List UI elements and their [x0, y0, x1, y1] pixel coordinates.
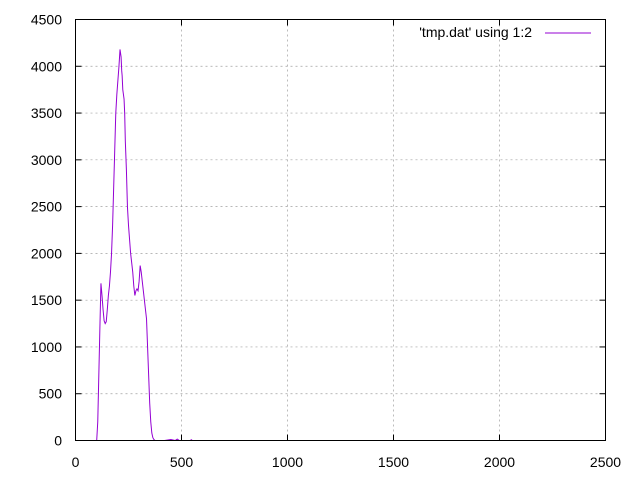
x-tick-label: 2000	[484, 454, 515, 470]
y-tick-label: 0	[54, 433, 62, 449]
series-line	[96, 49, 193, 442]
legend-label: 'tmp.dat' using 1:2	[419, 24, 532, 40]
x-tick-label: 0	[72, 454, 80, 470]
y-tick-label: 500	[39, 386, 63, 402]
y-tick-label: 1000	[31, 339, 62, 355]
y-tick-label: 2500	[31, 199, 62, 215]
y-tick-label: 2000	[31, 245, 62, 261]
y-tick-label: 4000	[31, 58, 62, 74]
plot-frame	[75, 19, 606, 441]
y-tick-label: 3000	[31, 152, 62, 168]
y-axis: 0 500 1000 1500 2000 2500 3000 3500 4000 4500	[31, 12, 606, 449]
x-axis: 0 500 1000 1500 2000 2500	[72, 19, 621, 470]
grid-lines	[75, 19, 606, 441]
y-tick-label: 4500	[31, 12, 62, 28]
legend: 'tmp.dat' using 1:2	[419, 24, 591, 40]
x-tick-label: 1500	[378, 454, 409, 470]
x-tick-label: 1000	[272, 454, 303, 470]
y-tick-label: 3500	[31, 105, 62, 121]
x-tick-label: 500	[170, 454, 194, 470]
y-tick-label: 1500	[31, 292, 62, 308]
x-tick-label: 2500	[590, 454, 621, 470]
series-layer	[96, 49, 193, 442]
